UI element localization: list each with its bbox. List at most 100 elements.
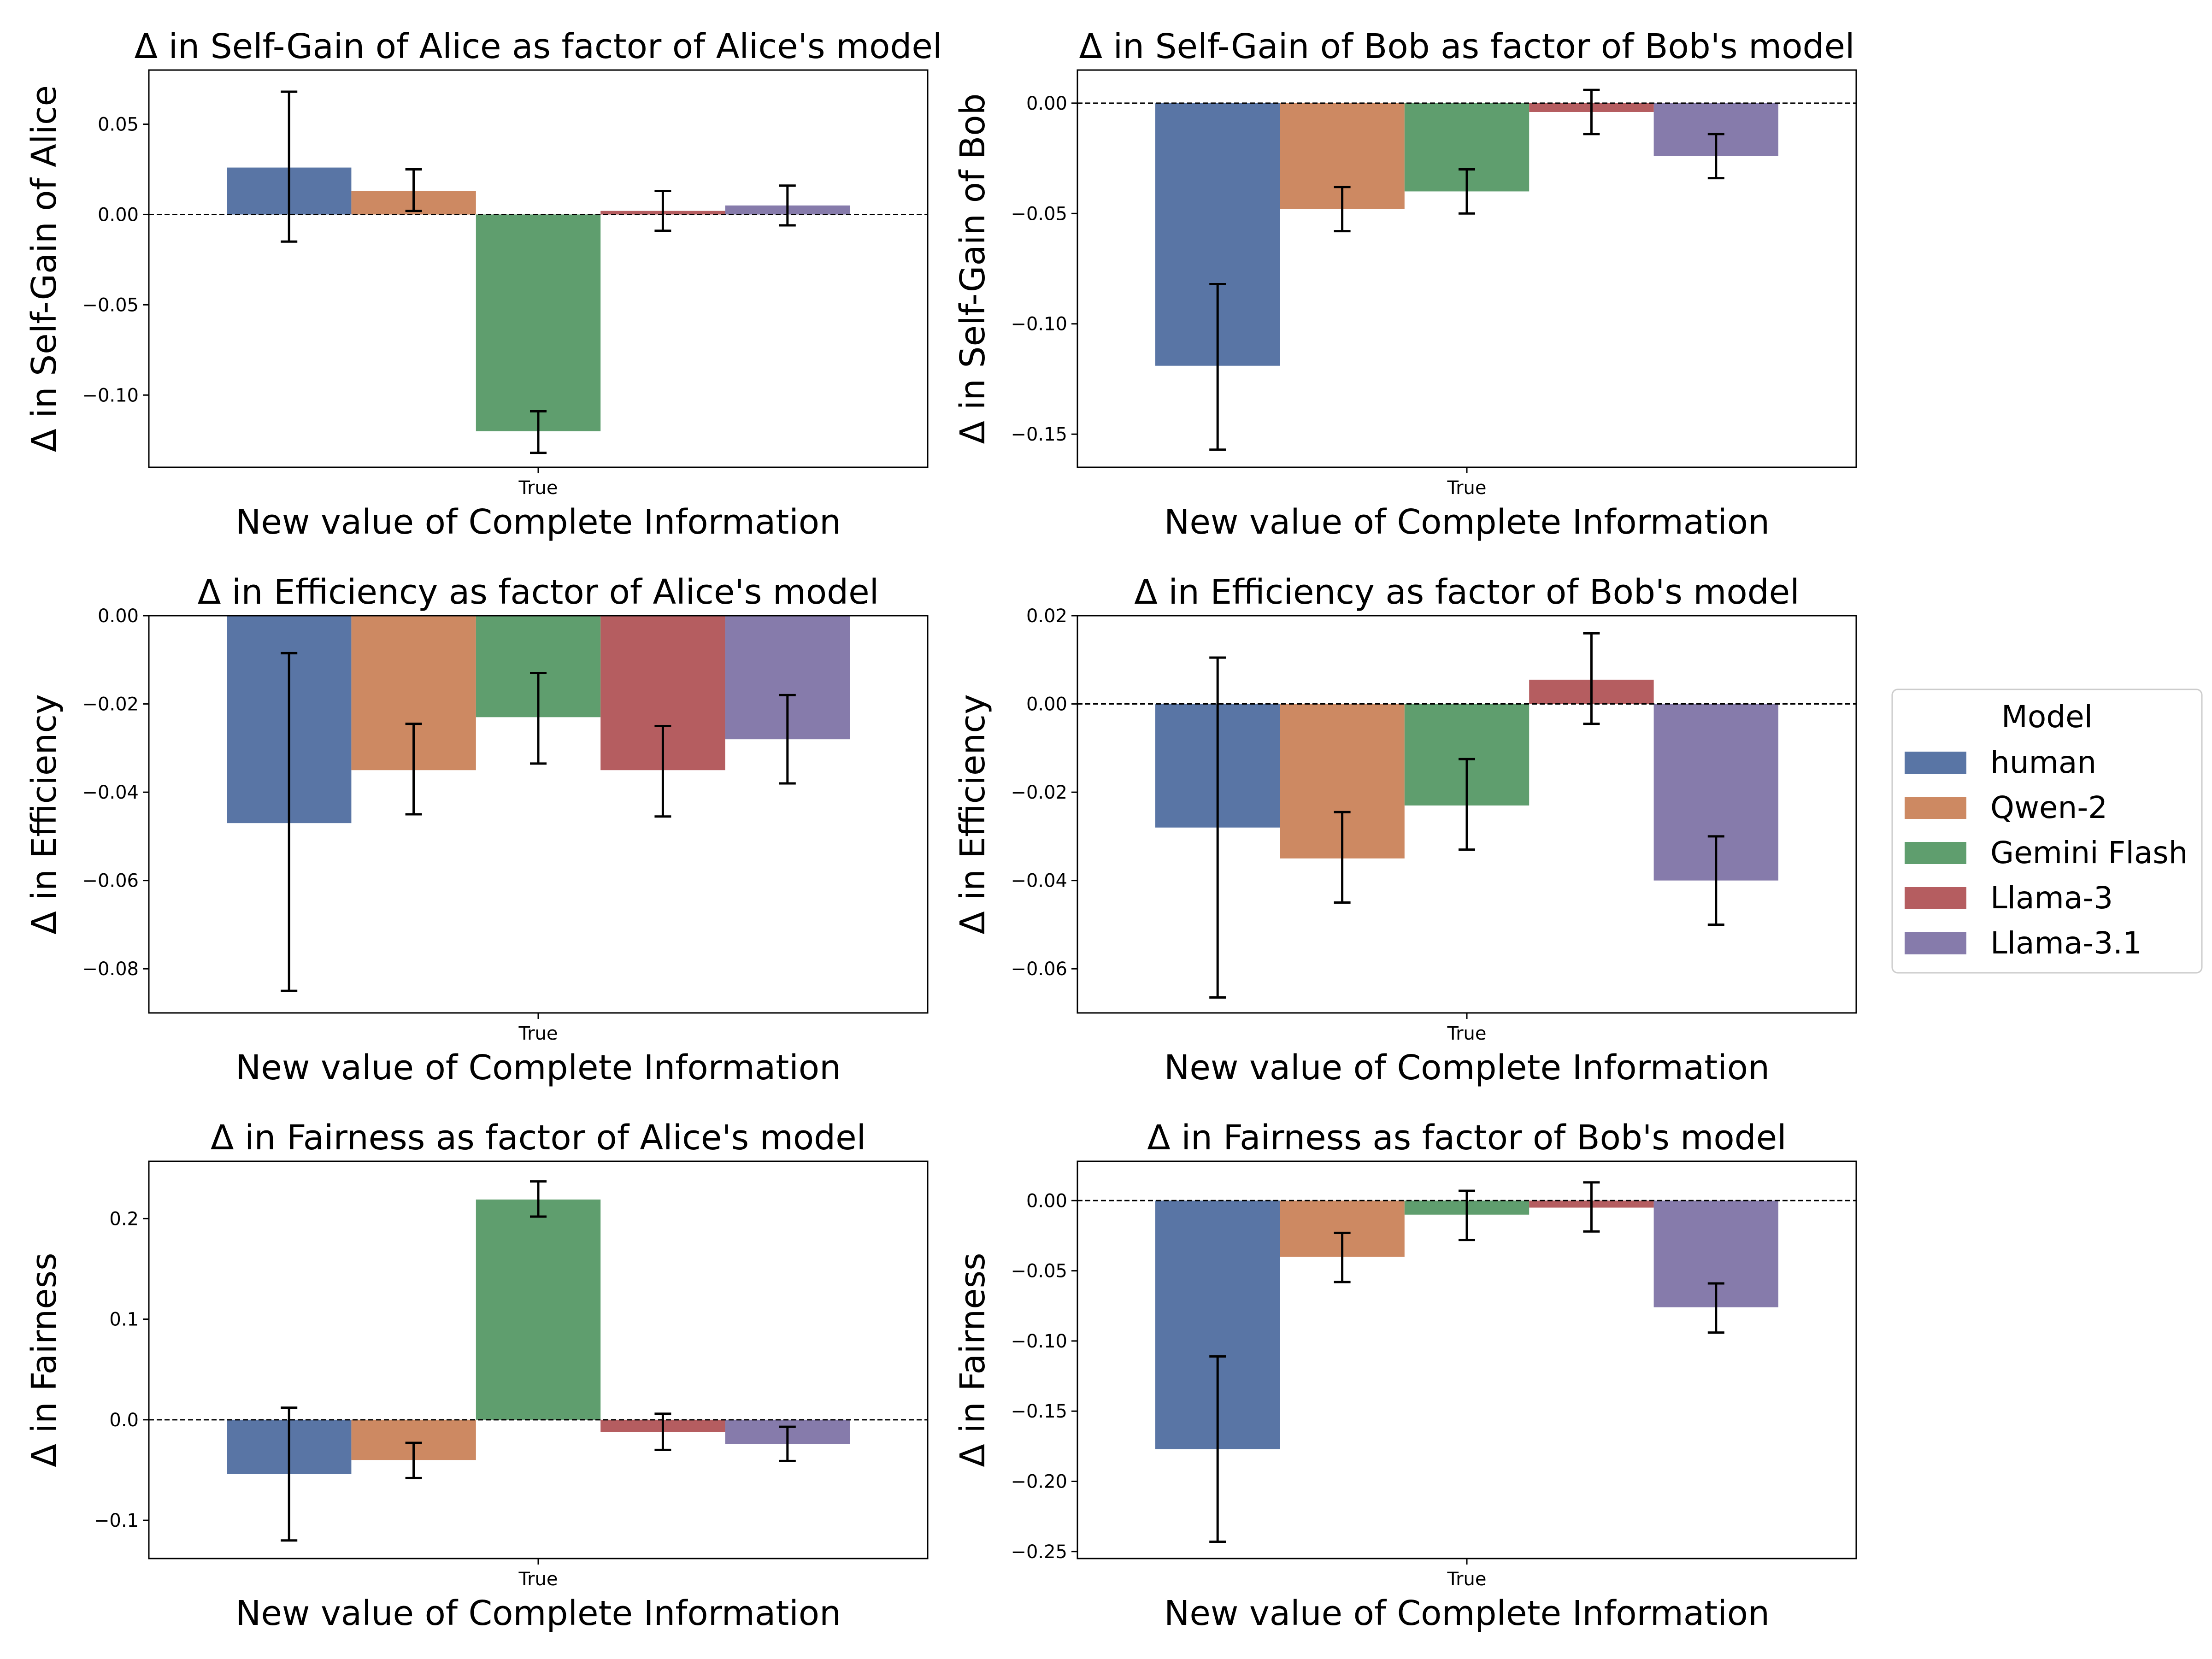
bar-gemini-flash bbox=[476, 1199, 601, 1420]
error-bar-gemini-flash bbox=[530, 672, 547, 765]
error-bar-human bbox=[281, 1406, 298, 1542]
y-tick-label: −0.25 bbox=[1011, 1541, 1067, 1563]
legend-label: Gemini Flash bbox=[1990, 835, 2188, 871]
y-tick-label: −0.10 bbox=[1011, 314, 1067, 335]
error-bar-llama-3 bbox=[654, 724, 671, 818]
legend-label: Llama-3.1 bbox=[1990, 925, 2142, 961]
error-bar-llama-3 bbox=[654, 190, 671, 232]
y-tick-label: −0.06 bbox=[1011, 959, 1067, 980]
error-bar-llama-3-1 bbox=[1707, 1282, 1724, 1334]
y-tick-label: −0.15 bbox=[1011, 1401, 1067, 1422]
y-tick-label: −0.20 bbox=[1011, 1471, 1067, 1492]
legend-frame bbox=[1891, 688, 2203, 974]
error-bar-human bbox=[281, 90, 298, 243]
error-bar-qwen-2 bbox=[405, 168, 422, 212]
y-axis-label: Δ in Self-Gain of Alice bbox=[24, 85, 64, 452]
error-bar-gemini-flash bbox=[530, 1180, 547, 1218]
chart-panel-4: 0.02 0.00 −0.02 −0.04 −0.06 True Δ in Efficien… bbox=[953, 572, 1857, 1088]
x-tick-label: True bbox=[518, 477, 558, 499]
error-bar-llama-3 bbox=[1583, 1181, 1600, 1233]
y-tick-label: −0.15 bbox=[1011, 424, 1067, 445]
error-bar-llama-3-1 bbox=[1707, 835, 1724, 926]
chart-title: Δ in Efficiency as factor of Bob's model bbox=[1134, 572, 1800, 612]
y-tick-label: −0.06 bbox=[82, 871, 139, 892]
error-bar-llama-3-1 bbox=[779, 1425, 796, 1462]
y-tick-label: −0.05 bbox=[82, 294, 139, 316]
legend-label: Llama-3 bbox=[1990, 880, 2113, 916]
error-bar-gemini-flash bbox=[1459, 168, 1475, 215]
x-tick-label: True bbox=[1447, 1023, 1487, 1044]
legend: Model human Qwen-2 Gemini Flash Llama-3 Llama… bbox=[1891, 688, 2203, 974]
chart-title: Δ in Self-Gain of Alice as factor of Ali… bbox=[135, 27, 942, 66]
y-tick-label: −0.1 bbox=[94, 1510, 139, 1531]
error-bar-llama-3-1 bbox=[779, 184, 796, 227]
legend-item-gemini-flash: Gemini Flash bbox=[1905, 835, 2188, 871]
error-bar-human bbox=[281, 652, 298, 992]
error-bar-human bbox=[1209, 1355, 1226, 1543]
y-tick-label: 0.00 bbox=[1026, 694, 1067, 715]
x-axis-label: New value of Complete Information bbox=[1164, 1048, 1770, 1088]
chart-panel-1: 0.05 0.00 −0.05 −0.10 True Δ in Self-Gain of … bbox=[24, 27, 942, 542]
x-axis-label: New value of Complete Information bbox=[235, 502, 841, 542]
legend-swatch bbox=[1905, 932, 1966, 954]
legend-item-llama-3: Llama-3 bbox=[1905, 880, 2113, 916]
error-bar-qwen-2 bbox=[1334, 1231, 1351, 1283]
y-tick-label: −0.04 bbox=[82, 782, 139, 803]
y-tick-label: −0.02 bbox=[82, 694, 139, 715]
y-tick-label: 0.00 bbox=[1026, 93, 1067, 114]
error-bar-llama-3 bbox=[1583, 632, 1600, 725]
legend-label: human bbox=[1990, 745, 2096, 780]
x-tick-label: True bbox=[1447, 477, 1487, 499]
legend-swatch bbox=[1905, 797, 1966, 819]
y-tick-label: 0.0 bbox=[109, 1410, 139, 1431]
legend-label: Qwen-2 bbox=[1990, 790, 2107, 825]
y-tick-label: −0.10 bbox=[1011, 1331, 1067, 1352]
legend-swatch bbox=[1905, 842, 1966, 864]
legend-item-human: human bbox=[1905, 745, 2096, 780]
x-tick-label: True bbox=[518, 1569, 558, 1590]
y-axis-label: Δ in Self-Gain of Bob bbox=[953, 93, 993, 444]
chart-title: Δ in Fairness as factor of Alice's model bbox=[211, 1118, 866, 1158]
y-tick-label: −0.05 bbox=[1011, 203, 1067, 224]
x-axis-label: New value of Complete Information bbox=[1164, 502, 1770, 542]
y-tick-label: −0.05 bbox=[1011, 1261, 1067, 1282]
y-tick-label: 0.00 bbox=[1026, 1190, 1067, 1212]
error-bar-gemini-flash bbox=[530, 410, 547, 454]
y-axis-label: Δ in Fairness bbox=[953, 1253, 993, 1467]
error-bar-qwen-2 bbox=[1334, 186, 1351, 233]
bar-gemini-flash bbox=[476, 214, 601, 431]
chart-title: Δ in Efficiency as factor of Alice's mod… bbox=[198, 572, 879, 612]
y-tick-label: −0.02 bbox=[1011, 782, 1067, 803]
error-bar-qwen-2 bbox=[405, 723, 422, 816]
y-axis-label: Δ in Efficiency bbox=[24, 694, 64, 935]
chart-panel-3: 0.00 −0.02 −0.04 −0.06 −0.08 True Δ in Efficie… bbox=[24, 572, 929, 1088]
chart-title: Δ in Self-Gain of Bob as factor of Bob's… bbox=[1079, 27, 1854, 66]
error-bar-qwen-2 bbox=[1334, 811, 1351, 904]
error-bar-qwen-2 bbox=[405, 1441, 422, 1479]
error-bar-llama-3-1 bbox=[779, 694, 796, 785]
y-tick-label: 0.1 bbox=[109, 1309, 139, 1330]
legend-item-llama-3-1: Llama-3.1 bbox=[1905, 925, 2142, 961]
x-tick-label: True bbox=[518, 1023, 558, 1044]
y-tick-label: −0.04 bbox=[1011, 871, 1067, 892]
y-tick-label: 0.02 bbox=[1026, 606, 1067, 627]
x-axis-label: New value of Complete Information bbox=[235, 1048, 841, 1088]
y-tick-label: −0.08 bbox=[82, 959, 139, 980]
error-bar-gemini-flash bbox=[1459, 1189, 1475, 1241]
y-tick-label: 0.2 bbox=[109, 1208, 139, 1230]
legend-item-qwen-2: Qwen-2 bbox=[1905, 790, 2107, 825]
chart-panel-6: 0.00 −0.05 −0.10 −0.15 −0.20 −0.25 True Δ in Fa… bbox=[953, 1118, 1857, 1633]
error-bar-llama-3 bbox=[1583, 88, 1600, 135]
y-tick-label: 0.00 bbox=[98, 204, 139, 225]
x-tick-label: True bbox=[1447, 1569, 1487, 1590]
error-bar-human bbox=[1209, 283, 1226, 451]
y-tick-label: 0.05 bbox=[98, 114, 139, 135]
y-tick-label: −0.10 bbox=[82, 385, 139, 406]
chart-title: Δ in Fairness as factor of Bob's model bbox=[1147, 1118, 1786, 1158]
error-bar-gemini-flash bbox=[1459, 758, 1475, 851]
chart-panel-2: 0.00 −0.05 −0.10 −0.15 True Δ in Self-Gain of… bbox=[953, 27, 1857, 542]
chart-panel-5: 0.2 0.1 0.0 −0.1 True Δ in Fairness as factor… bbox=[24, 1118, 929, 1633]
legend-swatch bbox=[1905, 752, 1966, 774]
legend-title: Model bbox=[2001, 699, 2093, 735]
